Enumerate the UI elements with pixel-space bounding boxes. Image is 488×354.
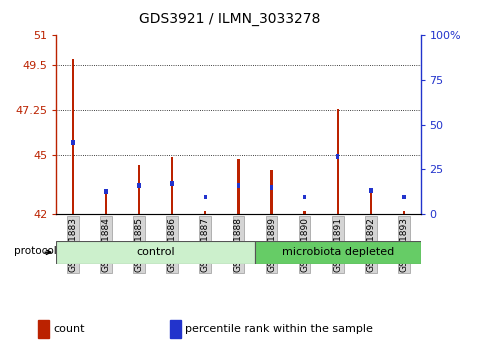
Bar: [203, 211, 206, 214]
Bar: [402, 195, 405, 199]
Bar: [71, 59, 74, 214]
Bar: [236, 183, 240, 188]
Text: microbiota depleted: microbiota depleted: [281, 247, 393, 257]
Bar: [71, 141, 74, 145]
Bar: [369, 190, 371, 214]
Text: protocol: protocol: [14, 246, 57, 256]
Bar: [171, 156, 173, 214]
Bar: [303, 211, 305, 214]
Bar: [170, 181, 174, 185]
Text: GDS3921 / ILMN_3033278: GDS3921 / ILMN_3033278: [139, 12, 320, 27]
Bar: [269, 185, 273, 189]
Bar: [237, 159, 239, 214]
Bar: [368, 188, 372, 193]
FancyBboxPatch shape: [254, 241, 420, 264]
Bar: [38, 320, 49, 338]
Bar: [402, 211, 405, 214]
Bar: [203, 195, 206, 199]
Text: percentile rank within the sample: percentile rank within the sample: [184, 324, 372, 334]
Bar: [302, 195, 306, 199]
Bar: [336, 109, 338, 214]
Bar: [137, 183, 141, 188]
Bar: [138, 165, 140, 214]
FancyBboxPatch shape: [56, 241, 254, 264]
Bar: [169, 320, 181, 338]
Bar: [335, 154, 339, 159]
Text: count: count: [53, 324, 84, 334]
Text: control: control: [136, 247, 175, 257]
Bar: [104, 189, 107, 194]
Bar: [270, 171, 272, 214]
Bar: [104, 191, 107, 214]
